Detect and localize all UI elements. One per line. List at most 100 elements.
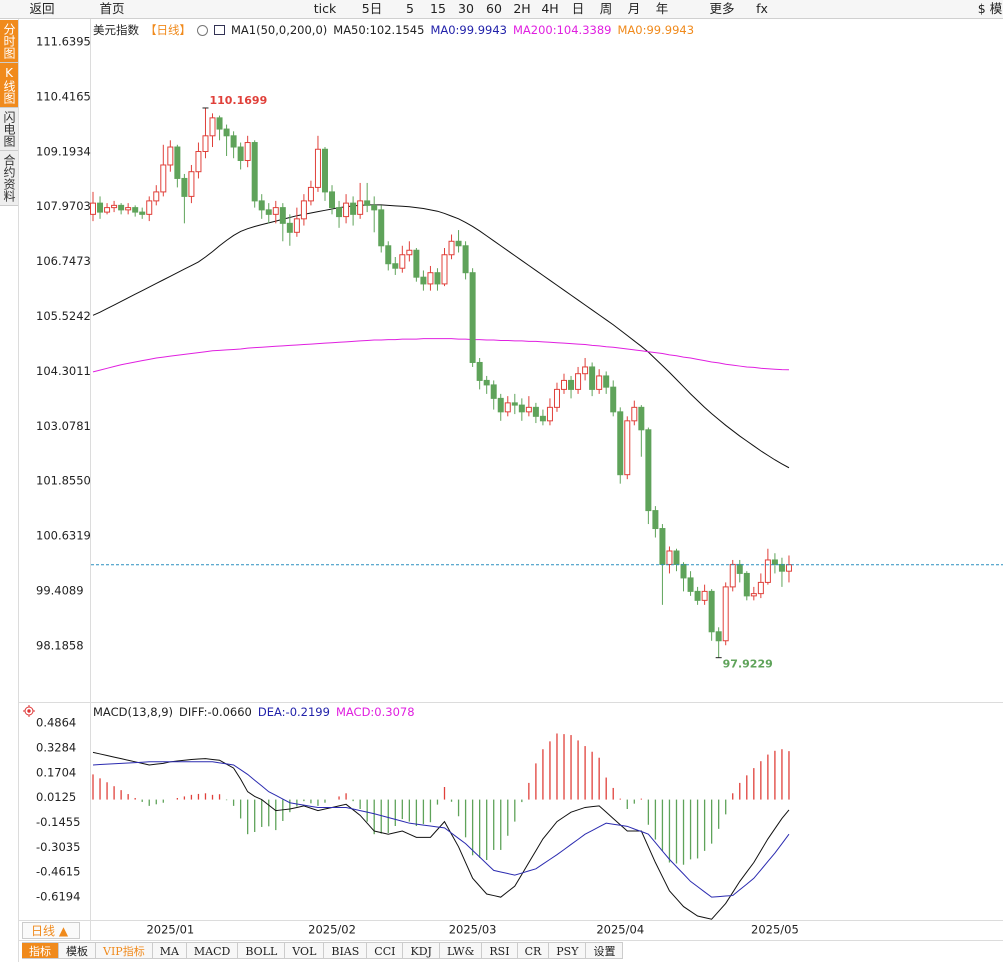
candle-body xyxy=(160,164,167,193)
bottom-tab[interactable]: RSI xyxy=(482,942,518,959)
candle-body xyxy=(293,218,300,233)
candle-body xyxy=(118,204,125,211)
x-tick-label: 2025/04 xyxy=(596,923,644,937)
bottom-tab[interactable]: BOLL xyxy=(238,942,286,959)
candle-body xyxy=(743,572,750,597)
toolbar-button[interactable]: 2H xyxy=(513,1,531,16)
x-tick-label: 2025/01 xyxy=(146,923,194,937)
legend-entry: DIFF:-0.0660 xyxy=(179,705,252,719)
candle-body xyxy=(785,564,792,572)
candle-body xyxy=(216,117,223,130)
candle-body xyxy=(244,142,251,161)
candle-body xyxy=(715,631,722,642)
diff-line xyxy=(92,751,790,920)
candle-body xyxy=(546,406,553,422)
bottom-tab[interactable]: LW& xyxy=(439,942,483,959)
macd-legend: MACD(13,8,9) DIFF:-0.0660 DEA:-0.2199 MACD:… xyxy=(93,704,415,720)
candle-body xyxy=(195,151,202,173)
candle-body xyxy=(553,388,560,408)
candle-body xyxy=(427,272,434,285)
candle-body xyxy=(722,586,729,642)
bottom-tab[interactable]: MA xyxy=(152,942,187,959)
toolbar-button[interactable]: $ 模 xyxy=(977,1,1003,16)
dea-line xyxy=(92,761,790,898)
legend-entry: MA200:104.3389 xyxy=(512,23,612,37)
toolbar-button[interactable]: tick xyxy=(313,1,337,16)
toolbar-button[interactable]: 月 xyxy=(627,1,641,16)
legend-entry: DEA:-0.2199 xyxy=(257,705,330,719)
candle-body xyxy=(680,563,687,579)
toolbar-button[interactable]: fx xyxy=(756,1,768,16)
y-tick-label: 0.1704 xyxy=(36,765,76,779)
extreme-label: 97.9229 xyxy=(723,658,773,671)
legend-entry: MA0:99.9943 xyxy=(430,23,507,37)
side-tab[interactable]: K线图 xyxy=(0,63,18,108)
candle-body xyxy=(603,375,610,388)
candle-body xyxy=(525,406,532,413)
side-tab[interactable]: 闪电图 xyxy=(0,108,18,151)
bottom-tab[interactable]: MACD xyxy=(186,942,239,959)
toolbar-button[interactable]: 5 xyxy=(406,1,414,16)
bottom-tab[interactable]: BIAS xyxy=(324,942,368,959)
candle-body xyxy=(399,254,406,269)
bottom-tab[interactable]: 设置 xyxy=(586,942,624,959)
bottom-tab[interactable]: VIP指标 xyxy=(96,942,153,959)
candle-body xyxy=(729,563,736,588)
period: 【日线】 xyxy=(145,23,191,37)
candle-body xyxy=(251,142,258,202)
y-tick-label: -0.3035 xyxy=(36,840,80,854)
toolbar-button[interactable]: 首页 xyxy=(99,1,125,16)
candle-body xyxy=(413,249,420,278)
candle-body xyxy=(188,171,195,197)
candle-body xyxy=(476,361,483,381)
candle-body xyxy=(778,563,785,572)
indicator-icon[interactable] xyxy=(214,25,225,35)
side-tab[interactable]: 分时图 xyxy=(0,20,18,63)
bottom-tab[interactable]: VOL xyxy=(285,942,325,959)
side-tabs: 分时图 K线图 闪电图 合约资料 xyxy=(0,20,18,206)
candle-body xyxy=(279,207,286,224)
toolbar-button[interactable]: 年 xyxy=(655,1,669,16)
toolbar-button[interactable]: 更多 xyxy=(709,1,735,16)
y-tick-label: 99.4089 xyxy=(36,583,84,597)
legend-entry: MA0:99.9943 xyxy=(617,23,695,37)
bottom-tab[interactable]: CCI xyxy=(367,942,404,959)
candle-body xyxy=(518,404,525,413)
toolbar-button[interactable]: 30 xyxy=(458,1,474,16)
bottom-tab[interactable]: KDJ xyxy=(403,942,440,959)
candle-body xyxy=(97,202,104,213)
candle-body xyxy=(652,510,659,530)
bottom-tab[interactable]: CR xyxy=(517,942,550,959)
candle-body xyxy=(167,146,174,166)
toolbar-button[interactable]: 60 xyxy=(486,1,502,16)
toolbar-button[interactable]: 4H xyxy=(541,1,559,16)
y-tick-label: 110.4165 xyxy=(36,89,91,103)
candle-body xyxy=(448,240,455,256)
candle-body xyxy=(666,550,673,565)
y-tick-label: 109.1934 xyxy=(36,144,91,158)
toolbar-button[interactable]: 日 xyxy=(571,1,585,16)
bottom-tab[interactable]: PSY xyxy=(549,942,587,959)
bottom-tabs: 指标 模板 VIP指标 MA MACD BOLL VOL BIAS CCI KDJ LW& RSI CR… xyxy=(22,942,624,959)
candle-body xyxy=(441,254,448,285)
candle-body xyxy=(497,397,504,413)
toolbar-button[interactable]: 周 xyxy=(599,1,613,16)
candle-body xyxy=(568,379,575,390)
candle-body xyxy=(181,177,188,197)
settings-icon[interactable] xyxy=(197,24,208,36)
toolbar-button[interactable]: 5日 xyxy=(361,1,383,16)
legend-entry: MACD:0.3078 xyxy=(335,705,415,719)
bottom-tab[interactable]: 模板 xyxy=(59,942,96,959)
y-tick-label: -0.6194 xyxy=(36,890,80,904)
y-tick-label: 111.6395 xyxy=(36,35,91,49)
side-tab[interactable]: 合约资料 xyxy=(0,151,18,206)
bottom-tab[interactable]: 指标 xyxy=(22,942,59,959)
candle-body xyxy=(701,590,708,601)
period-selector[interactable]: 日线 ▲ xyxy=(22,922,80,939)
candle-body xyxy=(223,128,230,137)
toolbar-button[interactable]: 15 xyxy=(430,1,446,16)
candle-body xyxy=(582,366,589,375)
toolbar-button[interactable]: 返回 xyxy=(29,1,55,16)
candle-body xyxy=(617,411,624,476)
